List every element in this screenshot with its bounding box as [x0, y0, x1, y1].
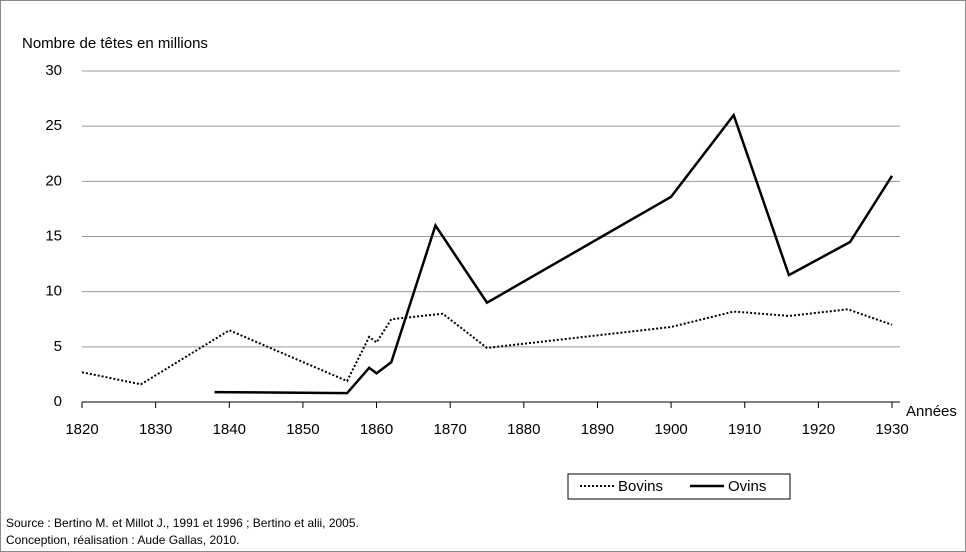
x-tick-label: 1890 [581, 421, 614, 438]
x-tick-label: 1900 [654, 421, 687, 438]
x-tick-label: 1910 [728, 421, 761, 438]
y-tick-label: 5 [54, 338, 62, 355]
x-tick-label: 1840 [213, 421, 246, 438]
credits: Conception, réalisation : Aude Gallas, 2… [6, 533, 239, 547]
x-tick-label: 1850 [286, 421, 319, 438]
x-tick-label: 1820 [65, 421, 98, 438]
y-tick-label: 20 [45, 172, 62, 189]
y-tick-label: 10 [45, 283, 62, 300]
y-tick-label: 30 [45, 62, 62, 79]
x-tick-label: 1870 [433, 421, 466, 438]
series-line [214, 112, 894, 395]
legend-label: Bovins [618, 478, 663, 495]
series-line [81, 308, 893, 386]
x-axis-label: Années [906, 403, 957, 420]
source: Source : Bertino M. et Millot J., 1991 e… [6, 516, 359, 530]
x-tick-label: 1930 [875, 421, 908, 438]
y-tick-label: 25 [45, 117, 62, 134]
legend-label: Ovins [728, 478, 766, 495]
x-tick-label: 1860 [360, 421, 393, 438]
y-tick-label: 15 [45, 227, 62, 244]
x-tick-label: 1880 [507, 421, 540, 438]
x-tick-label: 1920 [802, 421, 835, 438]
x-tick-label: 1830 [139, 421, 172, 438]
y-tick-label: 0 [54, 393, 62, 410]
y-axis-label: Nombre de têtes en millions [22, 35, 208, 52]
